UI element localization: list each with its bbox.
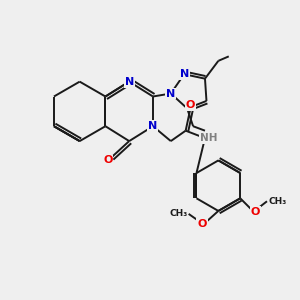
Text: O: O xyxy=(103,155,112,165)
Text: O: O xyxy=(185,100,195,110)
Text: N: N xyxy=(124,76,134,87)
Text: O: O xyxy=(197,219,207,229)
Text: CH₃: CH₃ xyxy=(169,209,188,218)
Text: N: N xyxy=(180,69,189,79)
Text: CH₃: CH₃ xyxy=(268,197,286,206)
Text: O: O xyxy=(250,207,260,217)
Text: NH: NH xyxy=(200,133,217,143)
Text: N: N xyxy=(166,88,176,98)
Text: N: N xyxy=(148,121,158,131)
